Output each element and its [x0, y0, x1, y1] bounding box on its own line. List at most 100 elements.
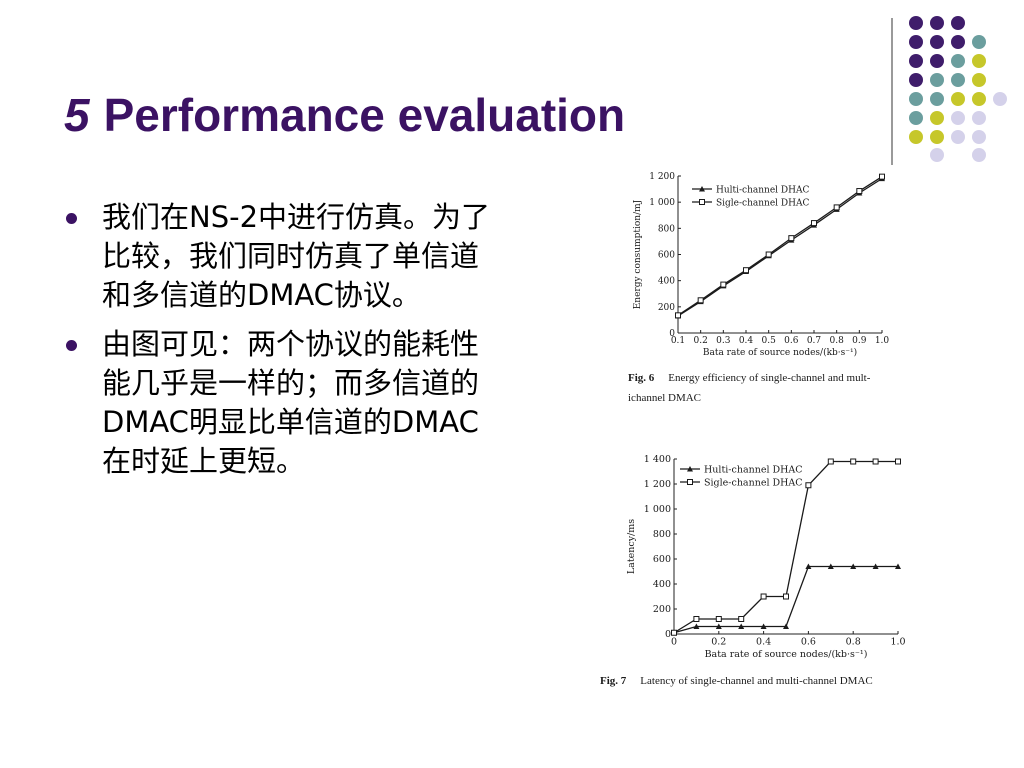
- figure-7: 0 200 400 600 800 1 000 1 200 1 400 0 0.2 0.4 0.6 0.…: [600, 448, 920, 674]
- data-point-square: [856, 188, 863, 195]
- decoration-dot: [972, 92, 986, 106]
- decoration-dot: [909, 54, 923, 68]
- decoration-dot: [972, 148, 986, 162]
- decoration-dot: [909, 16, 923, 30]
- caption-label: Fig. 6: [628, 372, 655, 384]
- data-point-square: [743, 267, 749, 274]
- title-number: 5: [64, 89, 90, 141]
- x-tick-label: 0.8: [830, 336, 845, 346]
- decoration-dot: [951, 92, 965, 106]
- data-point-triangle: [805, 563, 812, 569]
- data-point-triangle: [850, 563, 857, 569]
- decoration-dot: [909, 73, 923, 87]
- caption-text: Latency of single-channel and multi-chan…: [640, 675, 873, 687]
- decoration-dot: [930, 16, 944, 30]
- y-tick-label: 800: [658, 224, 675, 234]
- bullet-item: 由图可见：两个协议的能耗性能几乎是一样的；而多信道的DMAC明显比单信道的DMA…: [64, 325, 504, 481]
- bullet-dot-icon: [66, 340, 77, 351]
- y-tick-label: 1 400: [644, 454, 671, 465]
- decoration-dot: [909, 35, 923, 49]
- data-point-square: [715, 616, 722, 622]
- data-point-triangle: [715, 623, 722, 629]
- x-axis-label: Bata rate of source nodes/(kb·s⁻¹): [705, 649, 868, 660]
- data-point-square: [675, 312, 681, 319]
- legend-marker-square: [687, 479, 693, 485]
- data-point-square: [738, 616, 745, 622]
- x-tick-label: 0.3: [716, 336, 731, 346]
- decoration-dot: [951, 54, 965, 68]
- y-tick-label: 200: [658, 303, 675, 313]
- y-axis-label: Latency/ms: [626, 519, 637, 574]
- x-tick-label: 0.6: [801, 637, 816, 648]
- x-tick-label: 0.8: [846, 637, 861, 648]
- x-tick-label: 1.0: [875, 336, 890, 346]
- decoration-dot: [951, 111, 965, 125]
- series-line: [673, 565, 898, 634]
- figure-6: 0 200 400 600 800 1 000 1 200 0.1 0.2 0.3 0.4 0.5 0.…: [600, 165, 900, 369]
- legend-label: Sigle-channel DHAC: [716, 199, 809, 209]
- bullet-list: 我们在NS-2中进行仿真。为了比较，我们同时仿真了单信道和多信道的DMAC协议。…: [64, 198, 504, 491]
- y-tick-label: 1 200: [649, 172, 675, 182]
- decoration-dot: [930, 73, 944, 87]
- data-point-square: [879, 173, 885, 180]
- caption-label: Fig. 7: [600, 675, 627, 687]
- data-point-square: [783, 593, 789, 600]
- data-point-triangle: [693, 623, 700, 629]
- figure-6-caption: Fig. 6 Energy efficiency of single-channe…: [628, 368, 908, 408]
- data-point-triangle: [895, 563, 901, 569]
- legend-label: Hulti-channel DHAC: [716, 186, 809, 196]
- decoration-dot: [930, 92, 944, 106]
- data-point-square: [765, 251, 772, 258]
- data-point-square: [872, 458, 879, 465]
- decoration-dot: [930, 148, 944, 162]
- data-point-square: [697, 297, 704, 304]
- decoration-dot: [972, 73, 986, 87]
- y-axis-label: Energy consumption/mJ: [633, 199, 643, 309]
- data-point-square: [720, 281, 727, 288]
- bullet-text: 我们在NS-2中进行仿真。为了比较，我们同时仿真了单信道和多信道的DMAC协议。: [102, 200, 491, 312]
- x-tick-label: 0.2: [711, 637, 726, 648]
- y-tick-label: 400: [658, 277, 675, 287]
- x-tick-label: 0.9: [852, 336, 867, 346]
- data-point-triangle: [760, 623, 767, 629]
- bullet-text: 由图可见：两个协议的能耗性能几乎是一样的；而多信道的DMAC明显比单信道的DMA…: [102, 327, 480, 478]
- y-tick-label: 1 000: [649, 198, 675, 208]
- y-tick-label: 1 200: [644, 479, 671, 490]
- latency-chart: 0 200 400 600 800 1 000 1 200 1 400 0 0.2 0.4 0.6 0.…: [626, 454, 906, 660]
- data-point-square: [811, 220, 817, 227]
- decoration-dot: [951, 73, 965, 87]
- y-tick-label: 200: [653, 604, 671, 615]
- decoration-dot: [951, 35, 965, 49]
- y-tick-label: 1 000: [644, 504, 671, 515]
- decoration-dot: [930, 54, 944, 68]
- x-tick-label: 0.7: [807, 336, 822, 346]
- decoration-dot: [930, 35, 944, 49]
- decoration-dot: [951, 16, 965, 30]
- data-point-square: [788, 235, 795, 242]
- x-axis-label: Bata rate of source nodes/(kb·s⁻¹): [703, 347, 857, 358]
- x-tick-label: 1.0: [890, 637, 905, 648]
- data-point-square: [850, 458, 857, 465]
- decoration-dot: [909, 111, 923, 125]
- title-text: Performance evaluation: [103, 89, 626, 141]
- y-tick-label: 800: [653, 529, 671, 540]
- data-point-square: [895, 458, 901, 465]
- legend-marker-triangle: [699, 186, 705, 192]
- decoration-dot: [930, 111, 944, 125]
- data-point-square: [760, 593, 767, 600]
- legend-label: Sigle-channel DHAC: [704, 478, 803, 489]
- decoration-dot: [951, 130, 965, 144]
- data-point-triangle: [738, 623, 745, 629]
- decoration-dot: [972, 35, 986, 49]
- x-tick-label: 0.6: [784, 336, 799, 346]
- caption-line-2: ichannel DMAC: [628, 392, 702, 404]
- y-tick-label: 600: [658, 251, 675, 261]
- data-point-triangle: [783, 623, 789, 629]
- caption-line-1: Energy efficiency of single-channel and …: [668, 372, 871, 384]
- x-tick-label: 0.4: [756, 637, 771, 648]
- energy-chart: 0 200 400 600 800 1 000 1 200 0.1 0.2 0.3 0.4 0.5 0.…: [633, 172, 890, 358]
- data-point-square: [805, 482, 812, 489]
- decoration-dot: [909, 130, 923, 144]
- x-tick-label: 0: [671, 637, 677, 648]
- y-tick-label: 0: [665, 629, 671, 640]
